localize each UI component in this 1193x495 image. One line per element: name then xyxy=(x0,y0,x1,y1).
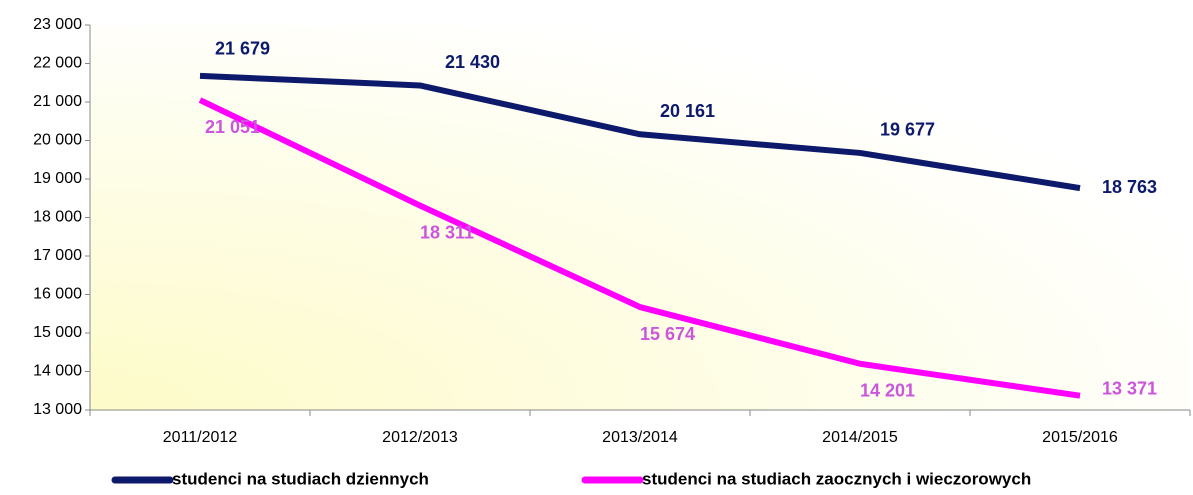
data-label: 14 201 xyxy=(860,381,915,401)
data-label: 21 430 xyxy=(445,52,500,72)
y-tick-label: 13 000 xyxy=(33,401,82,418)
y-tick-label: 14 000 xyxy=(33,363,82,380)
y-tick-label: 16 000 xyxy=(33,286,82,303)
x-tick-label: 2011/2012 xyxy=(163,429,238,446)
y-tick-label: 18 000 xyxy=(33,209,82,226)
plot-area xyxy=(90,25,1190,410)
x-tick-label: 2013/2014 xyxy=(602,429,678,446)
data-label: 20 161 xyxy=(660,101,715,121)
legend-label: studenci na studiach zaocznych i wieczor… xyxy=(642,469,1031,488)
data-label: 13 371 xyxy=(1102,378,1157,398)
data-label: 21 679 xyxy=(215,39,270,59)
legend-label: studenci na studiach dziennych xyxy=(172,469,429,488)
series-line xyxy=(199,72,1081,192)
data-label: 21 051 xyxy=(205,117,260,137)
y-tick-label: 19 000 xyxy=(33,170,82,187)
data-label: 15 674 xyxy=(640,324,695,344)
y-tick-label: 21 000 xyxy=(33,93,82,110)
x-tick-label: 2012/2013 xyxy=(382,429,458,446)
y-tick-label: 23 000 xyxy=(33,16,82,33)
x-tick-label: 2015/2016 xyxy=(1042,429,1118,446)
y-tick-label: 22 000 xyxy=(33,55,82,72)
y-tick-label: 17 000 xyxy=(33,247,82,264)
data-label: 18 763 xyxy=(1102,177,1157,197)
y-tick-label: 20 000 xyxy=(33,132,82,149)
data-label: 19 677 xyxy=(880,120,935,140)
data-label: 18 311 xyxy=(420,222,474,242)
series-line xyxy=(198,97,1081,399)
x-tick-label: 2014/2015 xyxy=(822,429,898,446)
y-tick-label: 15 000 xyxy=(33,324,82,341)
